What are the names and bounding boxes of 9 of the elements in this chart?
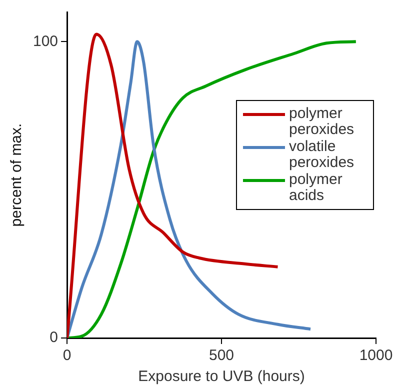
- line-series: [67, 32, 280, 338]
- x-tick-label: 0: [62, 347, 72, 364]
- line-series: [67, 40, 358, 338]
- y-axis-title: percent of max.: [8, 123, 26, 227]
- x-tick-label: 1000: [359, 347, 393, 364]
- y-tick-label: 100: [32, 32, 58, 50]
- x-tick-label: 500: [209, 347, 234, 364]
- legend-label: polymer acids: [289, 171, 344, 204]
- x-axis-title: Exposure to UVB (hours): [138, 368, 305, 386]
